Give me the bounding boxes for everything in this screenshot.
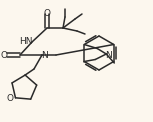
Text: N: N	[42, 51, 48, 61]
Text: O: O	[7, 94, 14, 103]
Text: O: O	[43, 9, 50, 17]
Text: N: N	[105, 51, 112, 60]
Text: O: O	[0, 51, 7, 60]
Text: HN: HN	[19, 37, 33, 46]
